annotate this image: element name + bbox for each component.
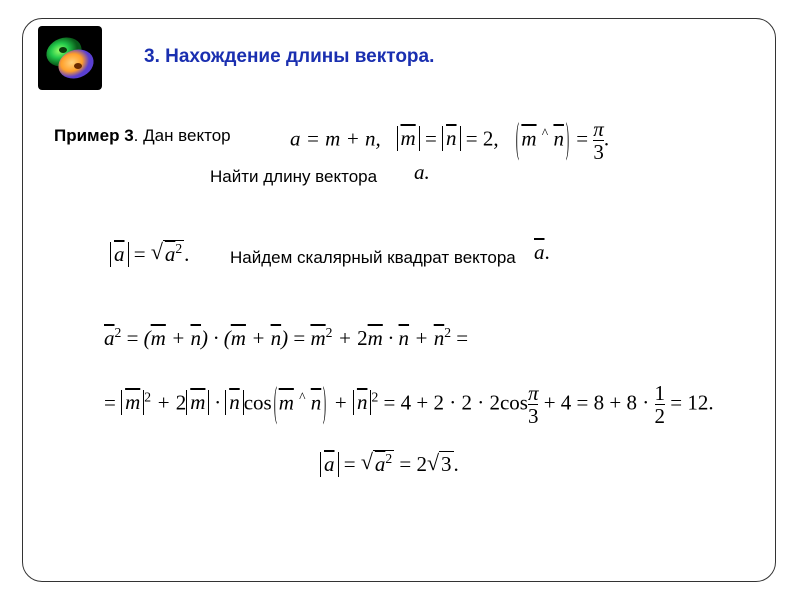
vector-a-1: a. (414, 160, 430, 185)
magnitude-formula: a = √a2. (110, 240, 189, 267)
result-equation: a = √a2 = 2√3. (320, 450, 459, 477)
section-heading: 3. Нахождение длины вектора. (144, 46, 434, 68)
expansion-line-2: = m2 + 2m · ncos(m ^ n) + n2 = 4 + 2 · 2… (104, 382, 714, 427)
slide-frame (22, 18, 776, 582)
expansion-line-1: a2 = (m + n) · (m + n) = m2 + 2m · n + n… (104, 325, 468, 351)
vector-a-2: a. (534, 240, 550, 265)
given-equation: a = m + n, m = n = 2, (m ^ n) = π3. (290, 118, 609, 163)
example-label: Пример 3. Дан вектор (54, 126, 231, 146)
scalar-square-text: Найдем скалярный квадрат вектора (230, 248, 516, 268)
task-text: Найти длину вектора (210, 167, 377, 187)
decorative-thumbnail (38, 26, 102, 90)
